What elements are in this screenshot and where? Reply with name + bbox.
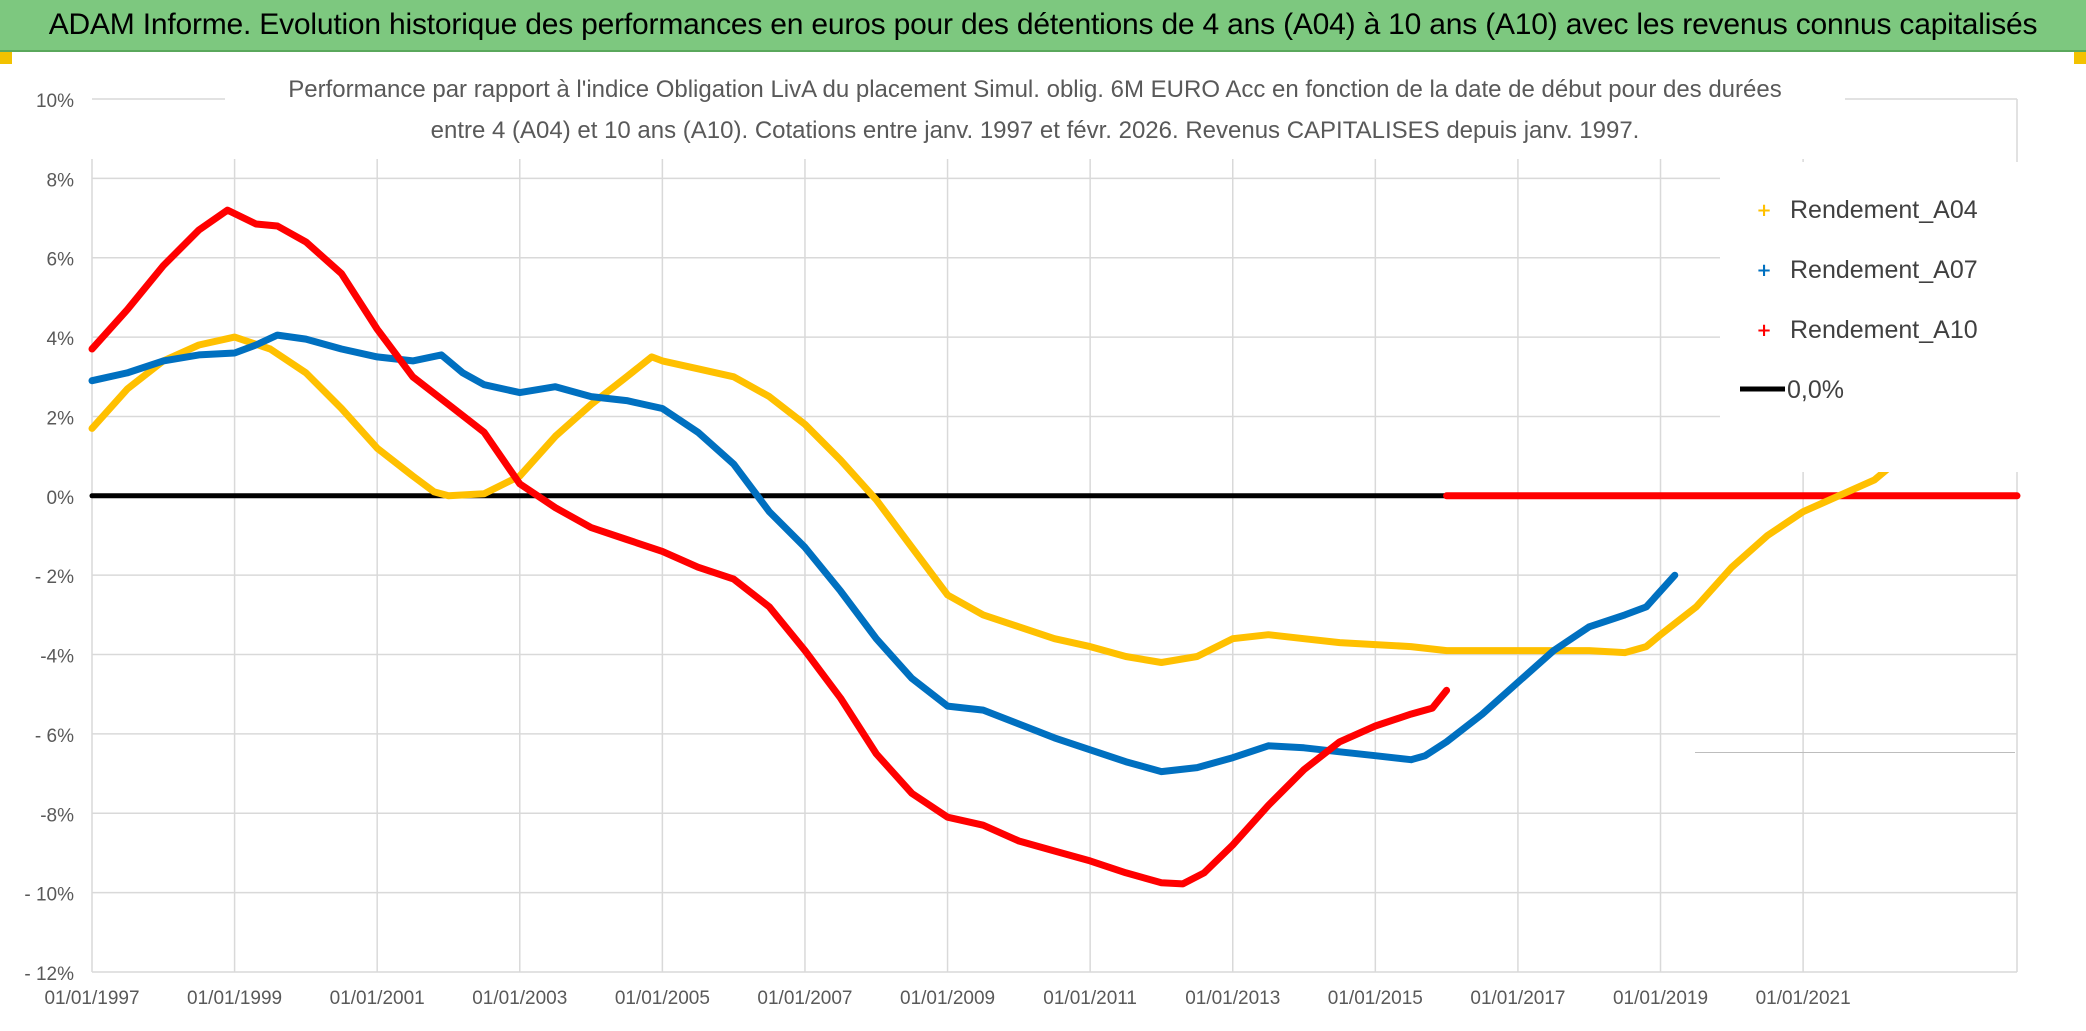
y-tick-label: 6% xyxy=(47,250,75,271)
x-tick-label: 01/01/2019 xyxy=(1613,988,1708,1009)
y-tick-label: - 10% xyxy=(24,885,74,906)
y-tick-label: -8% xyxy=(40,805,74,826)
series-layer xyxy=(88,206,2021,888)
legend-item: + Rendement_A07 xyxy=(1756,256,1977,284)
legend-label: 0,0% xyxy=(1787,376,1844,404)
x-tick-label: 01/01/1999 xyxy=(187,988,282,1009)
legend-background xyxy=(1720,162,2020,472)
x-tick-label: 01/01/2003 xyxy=(472,988,567,1009)
y-tick-label: 8% xyxy=(47,170,75,191)
chart-title: Performance par rapport à l'indice Oblig… xyxy=(225,52,1845,154)
legend-item: + Rendement_A04 xyxy=(1756,196,1977,224)
legend-plus-marker: + xyxy=(1756,320,1771,341)
y-tick-label: - 6% xyxy=(35,726,74,747)
x-tick-label: 01/01/2001 xyxy=(330,988,425,1009)
y-tick-label: - 12% xyxy=(24,964,74,985)
performance-line-chart: 10% 8% 6% 4% 2% 0% - 2% -4% - 6% -8% - 10% - 12% 01/… xyxy=(24,52,2021,1009)
series-line-rendement-a04 xyxy=(88,333,1907,666)
x-tick-label: 01/01/2011 xyxy=(1043,988,1137,1009)
corner-mark-left xyxy=(0,52,12,64)
report-title: ADAM Informe. Evolution historique des p… xyxy=(48,8,2038,41)
x-tick-label: 01/01/2005 xyxy=(615,988,710,1009)
corner-mark-right xyxy=(2074,52,2086,64)
report-banner: ADAM Informe. Evolution historique des p… xyxy=(0,0,2086,52)
x-tick-label: 01/01/2017 xyxy=(1470,988,1565,1009)
grid-layer xyxy=(91,98,2018,973)
x-tick-label: 01/01/2007 xyxy=(757,988,852,1009)
x-tick-label: 01/01/2021 xyxy=(1756,988,1851,1009)
y-tick-label: 2% xyxy=(47,408,75,429)
x-tick-label: 01/01/2009 xyxy=(900,988,995,1009)
y-tick-label: 0% xyxy=(47,488,75,509)
y-tick-label: -4% xyxy=(40,647,74,668)
legend-item: + Rendement_A10 xyxy=(1756,316,1977,344)
x-tick-label: 01/01/2015 xyxy=(1328,988,1423,1009)
axis-layer: 10% 8% 6% 4% 2% 0% - 2% -4% - 6% -8% - 10% - 12% 01/… xyxy=(24,91,1850,1009)
legend-label: Rendement_A04 xyxy=(1790,196,1978,224)
divider-line xyxy=(1695,752,2015,753)
chart-title-line-2: entre 4 (A04) et 10 ans (A10). Cotations… xyxy=(431,117,1640,144)
legend-label: Rendement_A10 xyxy=(1790,316,1978,344)
y-tick-label: 4% xyxy=(47,329,75,350)
y-tick-label: - 2% xyxy=(35,567,74,588)
chart-title-line-1: Performance par rapport à l'indice Oblig… xyxy=(288,76,1781,103)
legend-plus-marker: + xyxy=(1756,200,1771,221)
series-line-rendement-a07 xyxy=(88,331,1679,776)
y-tick-label: 10% xyxy=(36,91,74,112)
series-line-rendement-a10 xyxy=(88,206,1451,888)
legend-label: Rendement_A07 xyxy=(1790,256,1978,284)
x-tick-label: 01/01/2013 xyxy=(1185,988,1280,1009)
legend-item: 0,0% xyxy=(1740,376,1844,404)
legend-plus-marker: + xyxy=(1756,260,1771,281)
legend: + Rendement_A04 + Rendement_A07 + Rendement_A… xyxy=(1720,162,2020,472)
x-tick-label: 01/01/1997 xyxy=(44,988,139,1009)
